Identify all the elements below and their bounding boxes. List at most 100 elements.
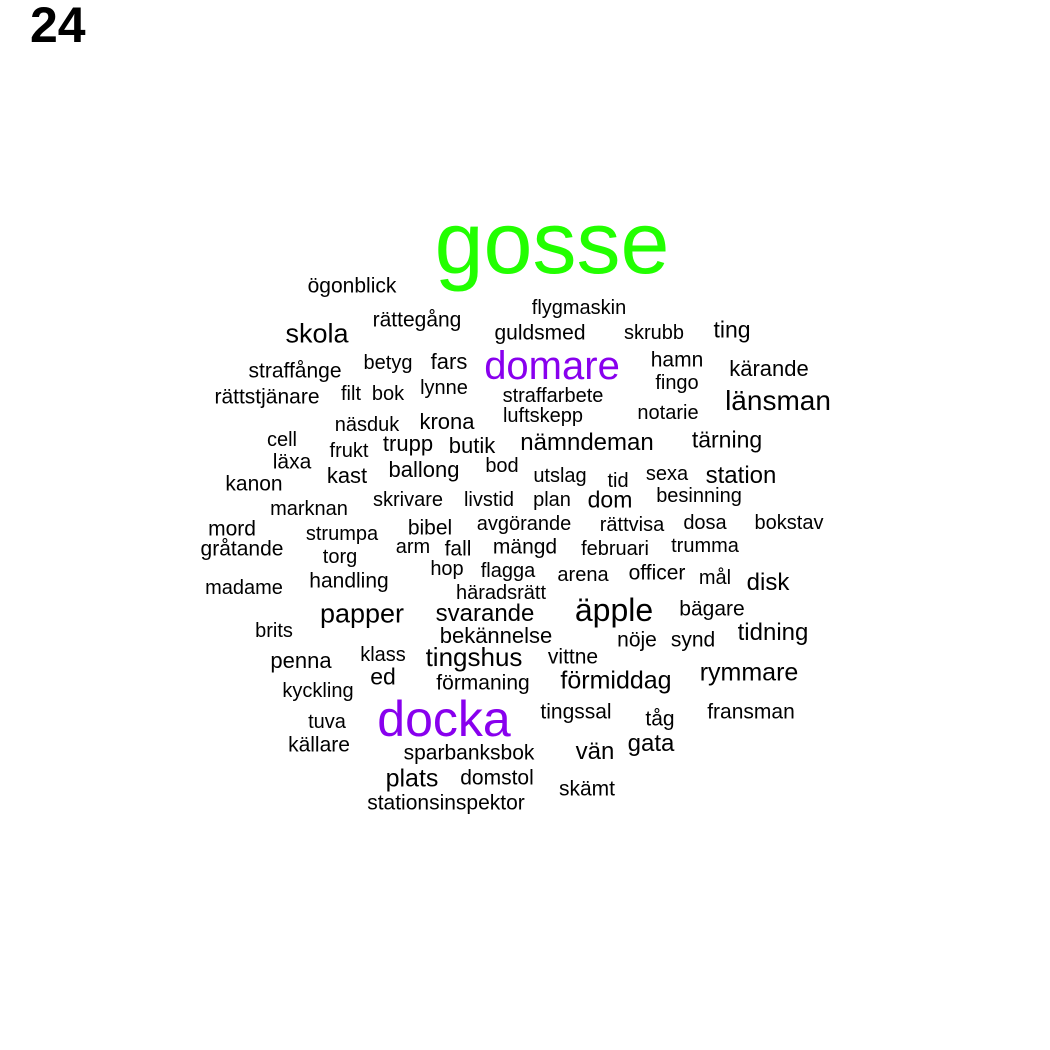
cloud-word: februari [581, 538, 649, 560]
cloud-word: fars [430, 349, 468, 374]
cloud-word: fall [444, 537, 472, 561]
cloud-word: skrivare [372, 489, 444, 511]
page-number: 24 [30, 0, 86, 53]
cloud-word: guldsmed [494, 321, 586, 345]
cloud-word: källare [288, 733, 350, 757]
cloud-word: notarie [637, 402, 699, 424]
cloud-word: sexa [645, 463, 689, 485]
cloud-word: trupp [382, 431, 434, 456]
cloud-word: tåg [645, 707, 675, 731]
cloud-word: ting [713, 316, 751, 343]
cloud-word: papper [319, 598, 405, 629]
cloud-word: svarande [435, 600, 535, 627]
cloud-word: vittne [547, 645, 599, 669]
cloud-word: livstid [463, 489, 515, 511]
cloud-word: bod [485, 455, 519, 477]
cloud-word: gata [627, 730, 675, 757]
cloud-word: ögonblick [307, 274, 397, 298]
cloud-word: straffarbete [502, 385, 604, 407]
cloud-word: bibel [407, 516, 453, 540]
cloud-word: kärande [729, 356, 809, 381]
cloud-word: domstol [460, 766, 534, 790]
cloud-word: butik [448, 433, 496, 458]
cloud-word: gosse [434, 193, 670, 292]
cloud-word: betyg [363, 352, 413, 374]
cloud-word: cell [266, 429, 298, 451]
cloud-word: kyckling [282, 680, 354, 702]
cloud-word: tidning [737, 619, 809, 646]
cloud-word: besinning [656, 485, 742, 507]
cloud-word: frukt [329, 440, 369, 462]
cloud-word: klass [360, 644, 406, 666]
cloud-word: läxa [272, 450, 312, 474]
cloud-word: tärning [691, 426, 763, 453]
cloud-word: skämt [558, 777, 616, 801]
cloud-word: flagga [480, 560, 536, 582]
cloud-word: bekännelse [439, 623, 553, 648]
cloud-word: rymmare [699, 658, 799, 687]
cloud-word: docka [377, 691, 511, 747]
cloud-word: strumpa [305, 523, 379, 545]
cloud-word: arena [557, 564, 609, 586]
cloud-word: sparbanksbok [403, 741, 535, 765]
cloud-word: flygmaskin [531, 297, 627, 319]
cloud-word: tingshus [425, 642, 523, 672]
cloud-word: filt [341, 383, 361, 405]
cloud-word: häradsrätt [455, 582, 547, 604]
cloud-word: madame [205, 577, 283, 599]
cloud-word: förmiddag [560, 666, 672, 695]
cloud-word: station [705, 462, 777, 489]
cloud-word: hop [430, 558, 464, 580]
cloud-word: rättvisa [599, 514, 665, 536]
cloud-word: mängd [492, 535, 558, 559]
cloud-word: bokstav [754, 512, 824, 534]
cloud-word: skrubb [623, 322, 685, 344]
cloud-word: ballong [388, 457, 460, 482]
cloud-word: marknan [270, 498, 348, 520]
cloud-word: tid [607, 470, 629, 492]
cloud-word: bok [371, 383, 405, 405]
cloud-word: straffånge [248, 359, 342, 383]
cloud-word: krona [419, 409, 475, 434]
cloud-word: länsman [725, 385, 831, 416]
cloud-word: plats [385, 764, 439, 793]
cloud-word: dom [587, 486, 633, 513]
cloud-word: brits [255, 620, 293, 642]
cloud-word: vän [575, 738, 615, 765]
cloud-word: penna [270, 648, 332, 673]
cloud-word: mål [698, 567, 732, 589]
cloud-word: nöje [617, 628, 657, 652]
cloud-word: handling [309, 569, 389, 593]
cloud-word: plan [533, 489, 571, 511]
cloud-word: rättstjänare [214, 385, 320, 409]
cloud-word: officer [628, 561, 686, 585]
cloud-word: synd [670, 628, 716, 652]
cloud-word: tuva [308, 711, 346, 733]
cloud-word: torg [322, 546, 358, 568]
cloud-word: gråtande [200, 537, 284, 561]
cloud-word: bägare [679, 597, 745, 621]
cloud-word: fransman [707, 700, 795, 724]
cloud-word: näsduk [334, 414, 400, 436]
cloud-word: stationsinspektor [367, 791, 525, 815]
cloud-word: nämndeman [520, 429, 654, 456]
cloud-word: mord [208, 517, 256, 541]
cloud-word: lynne [420, 377, 468, 399]
cloud-word: arm [395, 536, 431, 558]
cloud-word: fingo [655, 372, 699, 394]
cloud-word: skola [285, 318, 349, 349]
cloud-word: domare [484, 344, 620, 388]
cloud-word: hamn [650, 348, 704, 372]
cloud-word: äpple [574, 592, 654, 628]
cloud-word: förmaning [436, 671, 530, 695]
cloud-word: ed [370, 663, 396, 690]
cloud-word: dosa [683, 512, 727, 534]
cloud-word: utslag [533, 465, 587, 487]
cloud-word: kast [326, 463, 368, 488]
cloud-word: disk [746, 569, 790, 596]
cloud-word: rättegång [372, 308, 462, 332]
cloud-word: luftskepp [502, 405, 584, 427]
cloud-word: kanon [225, 472, 283, 496]
cloud-word: tingssal [540, 700, 612, 724]
